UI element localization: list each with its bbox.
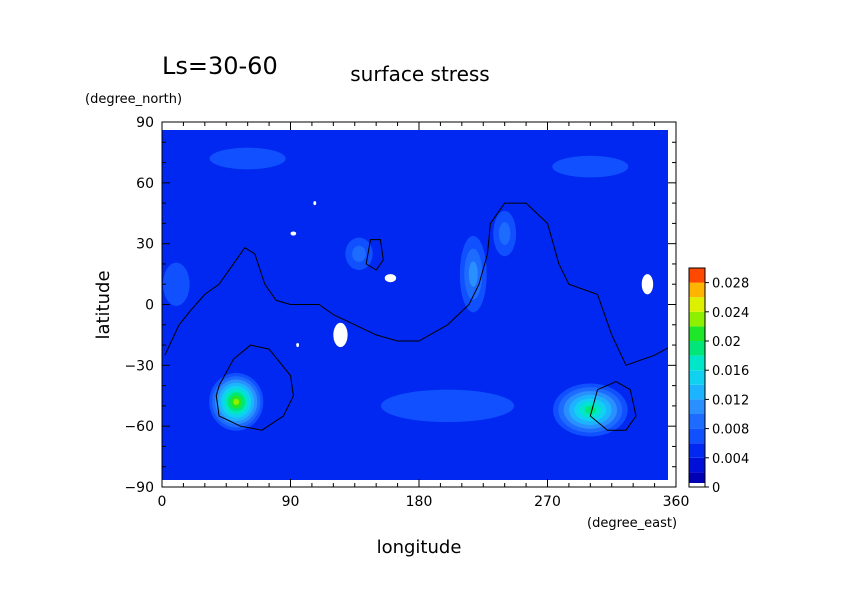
colorbar-swatch — [689, 355, 705, 371]
missing-data-patch-3 — [333, 322, 348, 348]
period-label: Ls=30-60 — [162, 52, 278, 80]
plot-area — [162, 130, 668, 480]
colorbar-frame — [688, 267, 706, 488]
topography-contour-3 — [365, 239, 384, 271]
y-tick-label: 30 — [136, 237, 154, 253]
colorbar-swatch — [689, 428, 705, 444]
missing-data-patch-5 — [296, 343, 300, 348]
colorbar-swatch — [689, 472, 705, 483]
x-tick-label: 360 — [663, 494, 690, 510]
colorbar-tick-label: 0 — [712, 481, 720, 496]
x-tick-label: 270 — [534, 494, 561, 510]
y-units-label: (degree_north) — [85, 92, 182, 107]
y-tick-label: 0 — [145, 298, 154, 314]
y-axis-label: latitude — [93, 270, 114, 339]
topography-contour-2 — [589, 381, 637, 431]
stress-level-5-1 — [162, 262, 190, 306]
x-axis-label: longitude — [377, 537, 462, 558]
axis-ticks: 0 90 180 270 360 90 60 30 0 −30 −60 −90 — [124, 115, 689, 510]
y-tick-label: 90 — [136, 115, 154, 131]
stress-level-3-2 — [498, 222, 511, 245]
colorbar-zero-band — [689, 483, 705, 487]
colorbar-swatch — [689, 370, 705, 385]
colorbar-swatch — [689, 326, 705, 341]
stress-level-2-3 — [468, 261, 478, 287]
colorbar: 0 0.004 0.008 0.012 0.016 0.02 0.024 0.028 — [688, 267, 749, 496]
stress-level-4-2 — [352, 245, 366, 262]
stress-level-8-1 — [552, 155, 629, 178]
colorbar-tick-label: 0.028 — [712, 277, 749, 292]
topography-contour-1 — [215, 344, 294, 431]
topography-contours — [164, 202, 668, 431]
y-tick-label: −30 — [124, 358, 154, 374]
missing-data-patches — [290, 201, 654, 348]
missing-data-patch-0 — [290, 231, 297, 236]
x-tick-label: 180 — [406, 494, 433, 510]
missing-data-patch-4 — [641, 274, 654, 295]
colorbar-swatch — [689, 341, 705, 356]
y-tick-label: −60 — [124, 419, 154, 435]
colorbar-swatch — [689, 414, 705, 429]
stress-level-7-1 — [209, 147, 286, 170]
colorbar-swatch — [689, 297, 705, 312]
missing-data-patch-2 — [384, 274, 397, 283]
stress-field — [162, 147, 629, 437]
x-tick-label: 90 — [282, 494, 300, 510]
colorbar-swatch — [689, 384, 705, 400]
colorbar-swatch — [689, 311, 705, 327]
colorbar-tick-label: 0.024 — [712, 306, 749, 321]
y-tick-label: 60 — [136, 176, 154, 192]
stress-level-0-9 — [233, 398, 240, 406]
colorbar-swatch — [689, 399, 705, 414]
y-tick-label: −90 — [124, 480, 154, 496]
x-units-label: (degree_east) — [587, 516, 677, 531]
colorbar-tick-label: 0.02 — [712, 335, 741, 350]
colorbar-tick-label: 0.012 — [712, 393, 749, 408]
topography-contour-0 — [164, 202, 668, 366]
colorbar-tick-label: 0.016 — [712, 364, 749, 379]
colorbar-swatch — [689, 282, 705, 298]
x-tick-label: 0 — [158, 494, 167, 510]
colorbar-swatch — [689, 457, 705, 473]
missing-data-patch-1 — [313, 201, 317, 206]
stress-level-6-1 — [380, 389, 515, 423]
colorbar-tick-label: 0.008 — [712, 423, 749, 438]
colorbar-swatch — [689, 443, 705, 458]
stress-level-1-7 — [585, 406, 596, 414]
chart-title: surface stress — [350, 62, 489, 86]
colorbar-swatch — [689, 268, 705, 283]
colorbar-tick-label: 0.004 — [712, 452, 749, 467]
